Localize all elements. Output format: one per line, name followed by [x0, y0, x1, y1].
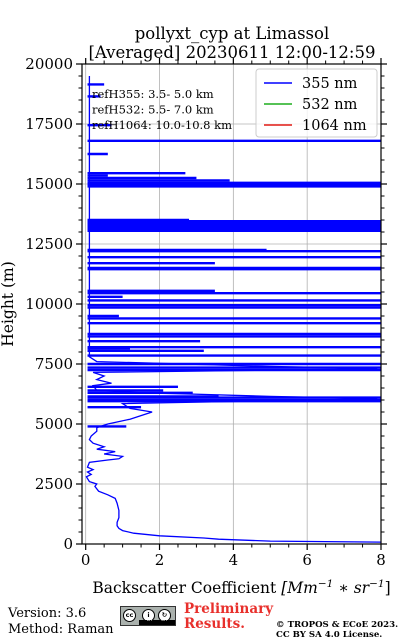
y-tick-label: 20000: [25, 55, 73, 73]
y-tick-label: 10000: [25, 295, 73, 313]
x-axis-label-unit-close: ]: [385, 579, 391, 597]
y-tick-label: 15000: [25, 175, 73, 193]
credit-line-1: © TROPOS & ECoE 2023.: [276, 620, 399, 630]
version-text: Version: 3.6: [8, 606, 87, 621]
x-tick-label: 6: [302, 551, 312, 569]
cc-badge-strip: BY SA: [139, 618, 175, 625]
legend-label: 355 nm: [302, 76, 358, 92]
method-text: Method: Raman: [8, 622, 114, 637]
credit-line-2: CC BY SA 4.0 License.: [276, 630, 383, 640]
x-tick-label: 2: [155, 551, 165, 569]
preliminary-line-2: Results.: [184, 616, 245, 632]
tick-layer: 0 2 4 6 8 0 2500 5000 7500 10000 12500 15000 17500 20…: [25, 55, 387, 569]
y-tick-label: 17500: [25, 115, 73, 133]
y-tick-label: 12500: [25, 235, 73, 253]
reference-height-text: refH532: 5.5- 7.0 km: [92, 103, 214, 117]
series-0-profile-line: [85, 76, 381, 543]
label-layer: Height (m) Backscatter Coefficient [Mm−1…: [0, 261, 391, 597]
cc-logo-icon: cc: [123, 609, 136, 622]
y-tick-label: 5000: [35, 415, 73, 433]
x-tick-label: 0: [81, 551, 91, 569]
y-tick-label: 7500: [35, 355, 73, 373]
cc-by-label: BY: [147, 618, 153, 623]
x-axis-label-unit-mid: ∗ sr: [333, 579, 370, 597]
reference-height-text: refH1064: 10.0-10.8 km: [92, 118, 232, 132]
x-axis-label-unit-exp2: −1: [369, 578, 384, 590]
x-tick-label: 4: [229, 551, 239, 569]
x-axis-label-unit-open: [Mm: [281, 579, 318, 597]
preliminary-line-1: Preliminary: [184, 601, 274, 617]
cc-license-badge-icon: cc i ↻ BY SA: [120, 606, 176, 626]
chart-subtitle: [Averaged] 20230611 12:00-12:59: [88, 43, 376, 62]
x-axis-label: Backscatter Coefficient [Mm−1 ∗ sr−1]: [92, 578, 390, 597]
x-axis-label-unit-exp1: −1: [318, 578, 333, 590]
chart-title: pollyxt_cyp at Limassol: [134, 24, 330, 43]
legend-box: [255, 68, 378, 138]
series-layer: [85, 76, 381, 543]
preliminary-notice: Preliminary Results.: [184, 602, 273, 632]
y-axis-label: Height (m): [0, 261, 17, 347]
y-tick-label: 0: [63, 535, 73, 553]
legend-label: 1064 nm: [302, 118, 367, 134]
cc-sa-label: SA: [161, 618, 168, 623]
copyright-credit: © TROPOS & ECoE 2023. CC BY SA 4.0 Licen…: [276, 620, 398, 640]
legend: 355 nm 532 nm 1064 nm: [255, 68, 378, 138]
y-tick-label: 2500: [35, 475, 73, 493]
reference-height-text: refH355: 3.5- 5.0 km: [92, 87, 214, 101]
cc-by-icon: i: [142, 609, 155, 622]
x-axis-label-text: Backscatter Coefficient: [92, 579, 281, 597]
reference-height-annotations: refH355: 3.5- 5.0 km refH532: 5.5- 7.0 km…: [92, 87, 232, 132]
legend-label: 532 nm: [302, 97, 358, 113]
x-tick-label: 8: [376, 551, 386, 569]
